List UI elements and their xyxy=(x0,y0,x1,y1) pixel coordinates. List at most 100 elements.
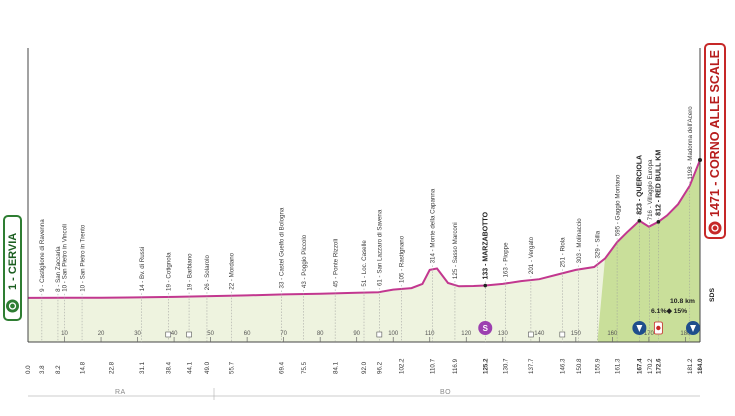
km-label: 155.9 xyxy=(595,358,602,374)
km-label: 125.2 xyxy=(482,358,489,374)
sprint-point xyxy=(483,283,488,288)
km-label: 55.7 xyxy=(229,361,236,374)
km-label: 137.7 xyxy=(528,358,535,374)
km-labels: 0.0 3.8 8.2 14.8 22.8 31.1 38.4 44.1 49.0 55.7 69.… xyxy=(25,358,704,374)
km-label: 22.8 xyxy=(108,361,115,374)
start-label: 1 - CERVIA xyxy=(7,233,19,290)
waypoint-label: 43 - Poggio Piccolo xyxy=(301,234,308,288)
waypoint-label: 314 - Monte della Capanna xyxy=(429,188,436,263)
waypoint-label: 125 - Sasso Marconi xyxy=(452,222,459,279)
waypoint-label: 329 - Silla xyxy=(595,230,602,258)
waypoint-label: 201 - Vergato xyxy=(528,236,535,274)
axis-tick-label: 100 xyxy=(388,331,399,337)
axis-tick-label: 110 xyxy=(425,331,435,337)
service-icon xyxy=(559,331,566,338)
waypoint-label: 105 - Rastignano xyxy=(398,235,405,283)
km-label: 130.7 xyxy=(503,358,510,374)
km-label: 172.6 xyxy=(656,358,663,374)
km-label: 69.4 xyxy=(279,361,286,374)
km-label: 146.3 xyxy=(560,358,567,374)
sprint-badge-icon xyxy=(478,321,493,335)
km-label: 110.7 xyxy=(429,358,436,374)
waypoint-label: 823 - QUERCIOLA xyxy=(637,155,644,215)
waypoint-label: 19 - Cotignola xyxy=(165,252,172,291)
route-badges: S xyxy=(165,158,702,338)
service-icon xyxy=(376,331,383,338)
profile-area xyxy=(27,159,701,342)
waypoint-label: 14 - Bv. di Russi xyxy=(139,247,146,292)
axis-tick-label: 180 xyxy=(680,331,691,337)
km-label: 96.2 xyxy=(377,361,384,374)
final-climb-distance: 10.8 km xyxy=(670,298,695,305)
waypoint-label: 595 - Gaggio Montano xyxy=(614,174,621,236)
axis-tick-label: 160 xyxy=(607,331,618,337)
waypoint-label: 163 - Pioppe xyxy=(503,242,510,278)
finish-tag: SDS xyxy=(709,288,716,302)
km-label: 31.1 xyxy=(139,361,146,374)
waypoint-label: 19 - Barbiano xyxy=(186,253,193,291)
profile-line xyxy=(27,159,701,299)
km-label: 3.8 xyxy=(39,365,46,374)
km-label: 150.8 xyxy=(576,358,583,374)
final-climb-grade: 6.1%◆ 15% xyxy=(651,308,687,315)
red-bull-dot xyxy=(656,325,661,331)
axis-tick-label: 70 xyxy=(280,331,287,337)
axis-tick-label: 40 xyxy=(171,331,178,337)
service-icon xyxy=(528,331,534,338)
waypoint-label: 9 - Castiglione di Ravenna xyxy=(39,219,46,292)
waypoint-label: 10 - San Pietro in Trento xyxy=(79,224,86,292)
axis-ticks: 10 20 30 40 50 60 70 80 90 100 110 120 130 140 150 160 1… xyxy=(61,331,691,342)
region-label-ra: RA xyxy=(115,389,126,396)
axis-tick-label: 130 xyxy=(498,331,509,337)
km-label: 116.9 xyxy=(452,358,459,374)
waypoint-label: 51 - Loc. Caselle xyxy=(361,240,368,287)
service-icon xyxy=(165,331,172,338)
waypoint-label: 33 - Castel Guelfo di Bologna xyxy=(279,207,286,288)
axis-tick-label: 140 xyxy=(534,331,545,337)
finish-badge: 1471 - CORNO ALLE SCALE xyxy=(704,43,726,239)
finish-wheel-icon xyxy=(708,221,722,235)
axis-tick-label: 30 xyxy=(134,331,141,337)
km-label: 102.2 xyxy=(398,358,405,374)
start-badge: 1 - CERVIA xyxy=(3,215,22,321)
waypoint-label: 26 - Solarolo xyxy=(204,255,211,291)
waypoint-label: 1198 - Madonna dell'Acero xyxy=(687,106,694,180)
summit-point xyxy=(698,158,702,162)
waypoint-label: 45 - Ponte Rizzoli xyxy=(332,239,339,288)
axis-tick-label: 50 xyxy=(207,331,214,337)
sprint-badge-label: S xyxy=(483,324,489,333)
axis-tick-label: 20 xyxy=(98,331,105,337)
waypoint-label: 303 - Molinaccio xyxy=(576,218,583,264)
km-label: 167.4 xyxy=(637,358,644,374)
waypoint-label: 22 - Mordano xyxy=(229,252,236,289)
km-label: 184.0 xyxy=(697,358,704,374)
axis-tick-label: 90 xyxy=(353,331,360,337)
km-label: 49.0 xyxy=(204,361,211,374)
axis-tick-label: 120 xyxy=(461,331,472,337)
finish-label: 1471 - CORNO ALLE SCALE xyxy=(708,50,722,217)
km-label: 14.8 xyxy=(79,361,86,374)
axis-tick-label: 170 xyxy=(644,331,655,337)
region-label-bo: BO xyxy=(440,389,451,396)
red-bull-point xyxy=(656,220,661,224)
waypoint-label: 716 - Villaggio Europa xyxy=(647,159,654,220)
km-label: 161.3 xyxy=(614,358,621,374)
kom-chevron-icon xyxy=(636,325,643,332)
km-label: 170.2 xyxy=(647,358,654,374)
waypoint-label: 10 - San Pietro in Vincoli xyxy=(62,224,69,292)
waypoint-label: 61 - San Lazzaro di Savena xyxy=(377,209,384,286)
km-label: 44.1 xyxy=(186,361,193,374)
climb-fill xyxy=(597,160,700,342)
waypoint-label: 251 - Riola xyxy=(560,237,567,267)
km-label: 92.0 xyxy=(361,361,368,374)
waypoint-label: 812 - RED BULL KM xyxy=(656,150,663,216)
axis-tick-label: 60 xyxy=(244,331,251,337)
waypoint-label: 8 - San Zaccaria xyxy=(55,246,62,292)
finish-chevron-icon xyxy=(690,325,696,332)
km-label: 75.5 xyxy=(301,361,308,374)
km-label: 0.0 xyxy=(25,365,32,374)
waypoint-label: 133 - MARZABOTTO xyxy=(482,211,489,279)
axis-tick-label: 150 xyxy=(571,331,582,337)
region-bar: RA BO xyxy=(28,388,700,400)
